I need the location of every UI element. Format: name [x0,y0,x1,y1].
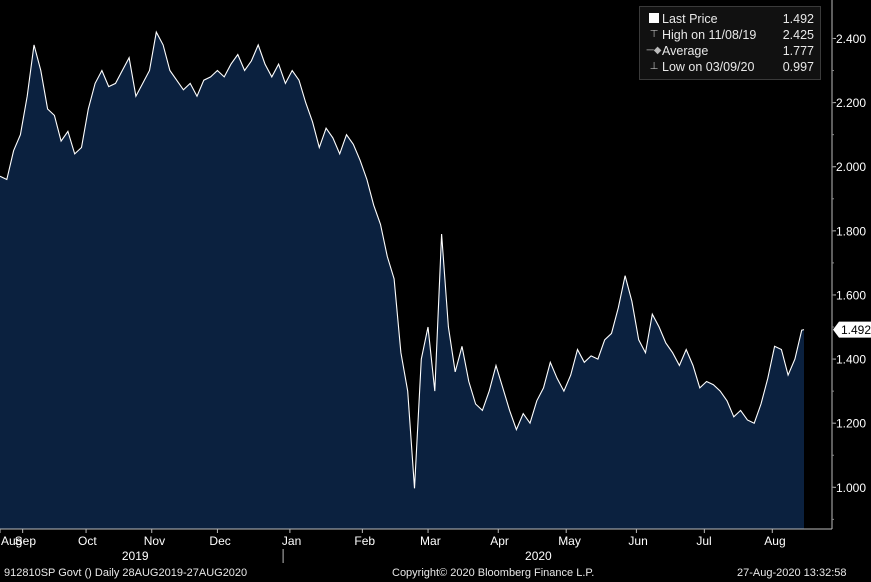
axis-layer: 1.000 1.200 1.400 1.600 1.800 2.000 2.20… [0,0,871,563]
legend-label: Average [662,44,709,58]
footer-timestamp: 27-Aug-2020 13:32:58 [737,567,847,579]
footer-security-info: 912810SP Govt () Daily 28AUG2019-27AUG20… [4,567,248,579]
legend-item-average: ─◆ Average 1.777 [646,43,814,59]
legend-box: Last Price 1.492 ⊤ High on 11/08/19 2.42… [639,6,821,80]
x-month-label: May [558,534,581,548]
x-month-label: Jul [696,534,711,548]
y-tick-label: 1.000 [836,481,866,495]
footer-copyright: Copyright© 2020 Bloomberg Finance L.P. [392,567,595,579]
x-month-label: Oct [78,534,97,548]
legend-label: Last Price [662,12,718,26]
y-tick-label: 1.600 [836,288,866,302]
y-tick-label: 2.000 [836,160,866,174]
x-month-label: Feb [354,534,375,548]
x-month-label: Apr [490,534,509,548]
price-area-fill [0,32,804,529]
y-tick-label: 2.400 [836,32,866,46]
x-month-label: Sep [15,534,37,548]
legend-item-last-price: Last Price 1.492 [646,11,814,27]
y-tick-label: 1.200 [836,417,866,431]
last-price-swatch-icon [646,11,662,27]
last-price-tag-label: 1.492 [841,323,871,337]
legend-value: 1.777 [782,44,814,58]
x-month-label: Mar [420,534,441,548]
area-layer [0,30,805,529]
y-tick-label: 1.400 [836,353,866,367]
x-year-label: 2019 [122,549,149,563]
x-month-label: Nov [144,534,165,548]
legend-label: High on 11/08/19 [662,28,757,42]
legend-value: 0.997 [782,60,814,74]
legend-value: 1.492 [782,12,814,26]
x-month-label: Jun [628,534,647,548]
legend-item-high: ⊤ High on 11/08/19 2.425 [646,27,814,43]
x-year-label: 2020 [525,549,552,563]
x-month-label: Dec [209,534,230,548]
x-month-label: Jan [282,534,301,548]
legend-label: Low on 03/09/20 [662,60,755,74]
price-series-line [0,30,805,489]
legend-item-low: ⊥ Low on 03/09/20 0.997 [646,59,814,75]
high-marker-icon: ⊤ [649,29,659,40]
average-marker-icon: ─◆ [646,45,662,56]
y-tick-label: 2.200 [836,96,866,110]
low-marker-icon: ⊥ [649,61,659,72]
last-price-tag [833,321,871,338]
x-month-label: Aug [764,534,785,548]
legend-value: 2.425 [782,28,814,42]
x-month-label: Aug [1,534,22,548]
y-tick-label: 1.800 [836,224,866,238]
